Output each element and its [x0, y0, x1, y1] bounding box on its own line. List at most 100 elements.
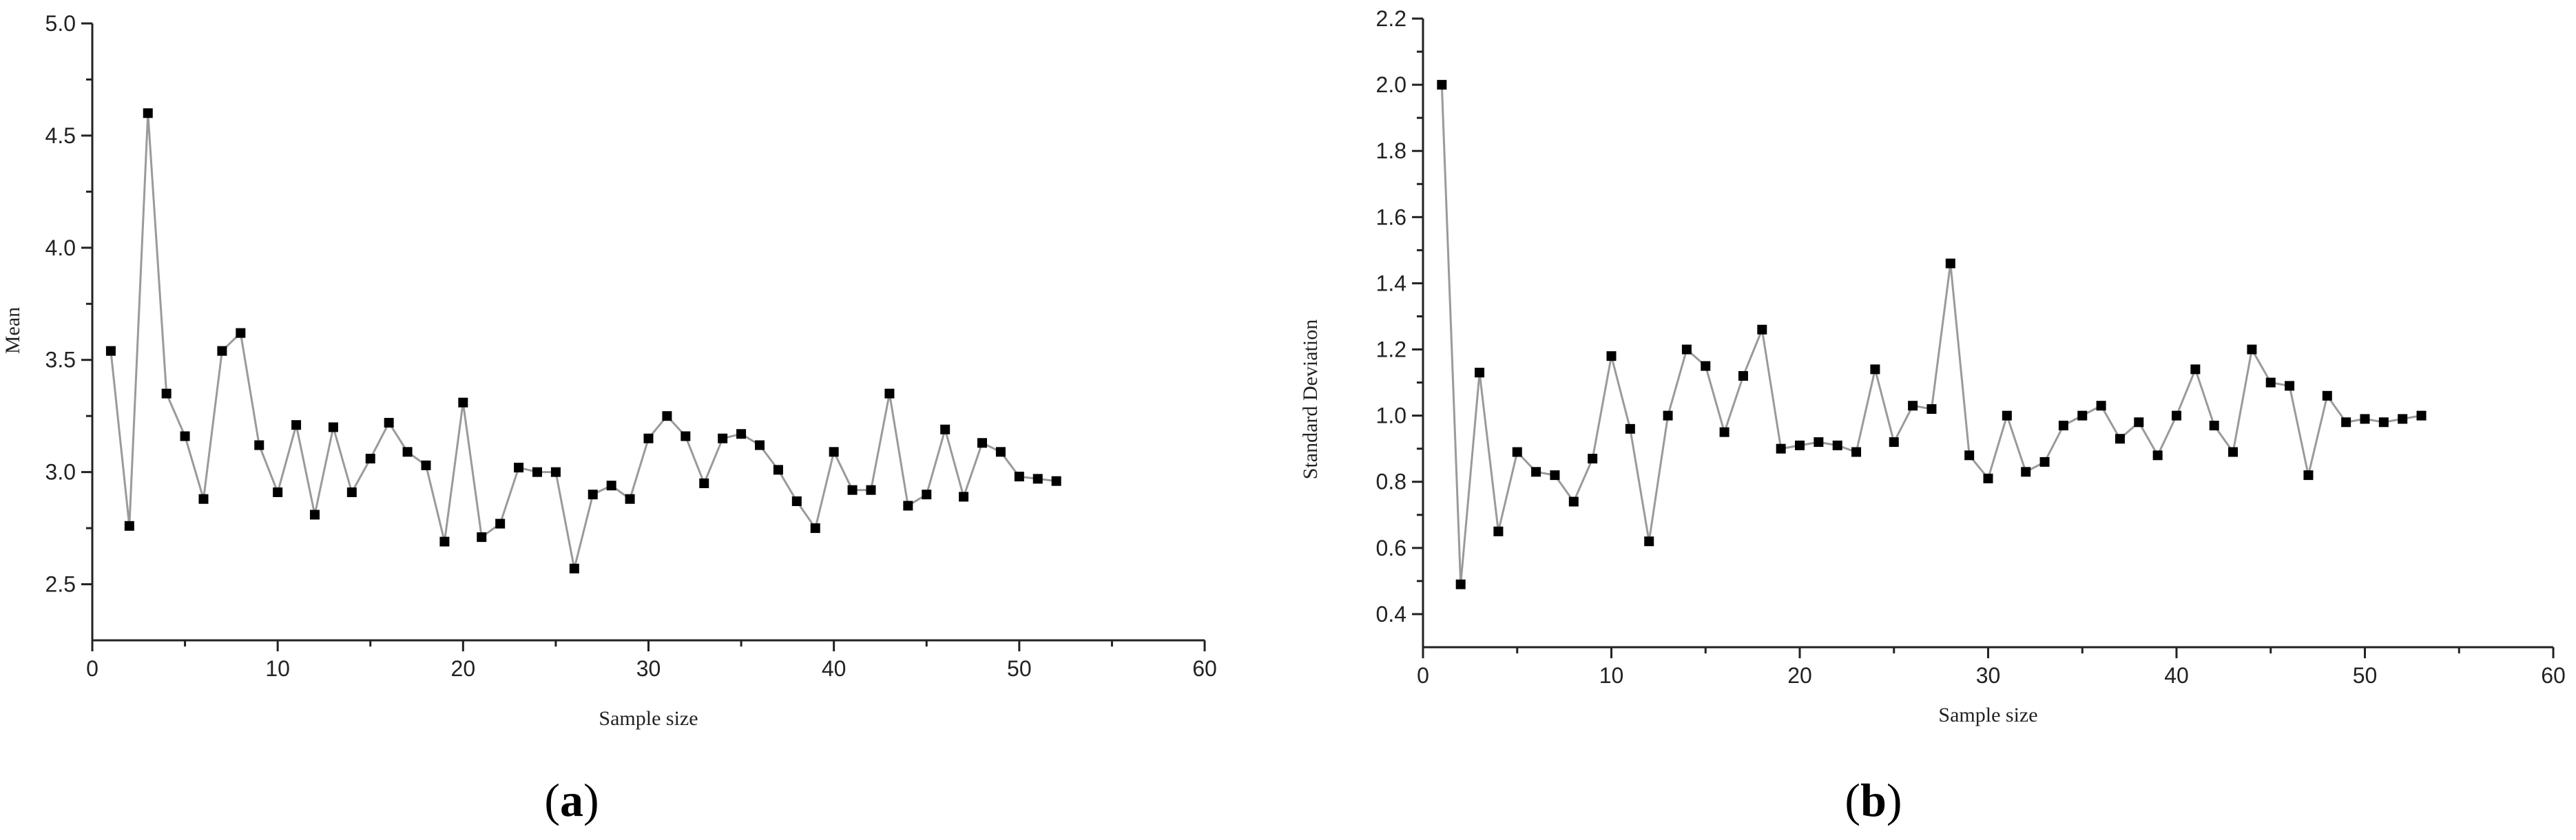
- panel-a-data-point: [922, 490, 932, 500]
- panel-a-y-axis-title: Mean: [1, 307, 24, 354]
- panel-a-data-point: [439, 536, 450, 547]
- panel-a-data-point: [1014, 472, 1024, 482]
- panel-b-data-point: [1738, 370, 1748, 381]
- panel-b-data-point: [2228, 447, 2239, 457]
- panel-b-series-line: [1440, 85, 2422, 585]
- panel-a-x-tick-label: 10: [265, 656, 290, 681]
- panel-b-chart: 0 10 20 30 40 50 60 0.4 0.6 0.8 1.0 1.2 1.4 1.6 1.8 2.0…: [1299, 6, 2566, 726]
- panel-b-data-point: [1644, 536, 1654, 547]
- panel-a-data-point: [1032, 474, 1043, 484]
- panel-b-data-point: [2077, 410, 2088, 421]
- panel-a-data-point: [847, 485, 858, 495]
- panel-a-data-point: [681, 431, 691, 441]
- panel-b-data-point: [1531, 467, 1541, 477]
- panel-a-data-point: [217, 346, 227, 356]
- panel-a-data-point: [662, 411, 672, 421]
- panel-b-data-point: [1983, 473, 1993, 483]
- panel-b-data-point: [1757, 324, 1767, 335]
- panel-a-data-point: [291, 420, 302, 430]
- panel-a-data-point: [514, 463, 524, 473]
- panel-a-data-point: [791, 496, 802, 506]
- panel-b-data-point: [1719, 427, 1730, 437]
- panel-a-data-point: [1051, 476, 1061, 486]
- panel-b-data-point: [2039, 456, 2050, 467]
- panel-a-data-point: [458, 397, 468, 408]
- panel-a-x-tick-label: 20: [451, 656, 476, 681]
- panel-b-y-tick-label: 2.2: [1376, 6, 1406, 31]
- panel-a-data-point: [198, 494, 209, 504]
- panel-a-x-tick-label: 60: [1192, 656, 1217, 681]
- panel-b-data-point: [2058, 421, 2068, 431]
- panel-b-data-point: [1870, 364, 1880, 375]
- panel-a-y-tick-label: 4.0: [45, 235, 76, 260]
- panel-a-data-point: [718, 433, 728, 443]
- panel-b-y-tick-label: 1.8: [1376, 138, 1406, 163]
- panel-b-y-axis-title: Standard Deviation: [1299, 319, 1322, 479]
- panel-a-data-point: [699, 478, 709, 488]
- panel-b-y-tick-label: 0.4: [1376, 602, 1406, 627]
- panel-b-data-point: [2115, 434, 2125, 444]
- panel-a-data-point: [365, 454, 375, 464]
- panel-a-data-point: [940, 424, 951, 434]
- panel-a-x-tick-label: 50: [1007, 656, 1032, 681]
- panel-b-x-tick-label: 0: [1417, 663, 1429, 688]
- panel-b-data-point: [1606, 351, 1617, 361]
- panel-a-data-point: [550, 467, 561, 477]
- panel-b-data-point: [1681, 344, 1692, 355]
- panel-a-data-point: [346, 487, 357, 497]
- panel-b-data-point: [1795, 440, 1805, 450]
- panel-a-data-point: [124, 521, 134, 531]
- panel-a-data-point: [310, 510, 320, 520]
- panel-a-data-point: [903, 501, 913, 511]
- panel-b-data-point: [1437, 80, 1447, 90]
- panel-b-x-tick-label: 10: [1599, 663, 1624, 688]
- panel-a-data-point: [866, 485, 876, 495]
- panel-a-series-line: [110, 113, 1057, 569]
- panel-b-data-point: [1550, 470, 1560, 481]
- panel-a-x-tick-label: 30: [636, 656, 661, 681]
- panel-b-data-point: [2152, 450, 2163, 461]
- panel-a-x-tick-label: 40: [822, 656, 846, 681]
- panel-a-data-point: [495, 518, 506, 529]
- panel-a-data-point: [736, 429, 747, 439]
- panel-b-data-point: [2096, 401, 2106, 411]
- panel-b-label: (b): [1845, 774, 1902, 826]
- panel-b-data-point: [1926, 404, 1937, 414]
- panel-a-data-point: [810, 523, 820, 534]
- panel-b-data-point: [2247, 344, 2257, 355]
- panel-a-data-point: [625, 494, 635, 504]
- panel-a-data-point: [254, 440, 264, 450]
- panel-a-chart: 0 10 20 30 40 50 60 2.5 3.0 3.5 4.0 4.5 5.0 Sample si…: [1, 11, 1217, 730]
- panel-a-data-point: [273, 487, 283, 497]
- panel-b-data-point: [1776, 443, 1786, 454]
- panel-b-y-tick-label: 1.2: [1376, 337, 1406, 362]
- panel-a-y-tick-label: 2.5: [45, 572, 76, 597]
- panel-a-data-point: [588, 490, 598, 500]
- panel-a-data-point: [421, 460, 431, 470]
- panel-a-data-point: [959, 492, 969, 502]
- panel-a-data-point: [477, 532, 487, 543]
- panel-b-x-tick-label: 40: [2164, 663, 2189, 688]
- panel-b-x-tick-label: 30: [1976, 663, 2001, 688]
- panel-b-data-point: [2285, 381, 2295, 391]
- panel-a-data-point: [384, 417, 394, 428]
- panel-b-data-point: [2341, 417, 2351, 428]
- panel-b-data-point: [1625, 423, 1635, 434]
- panel-b-data-point: [1475, 368, 1485, 378]
- panel-a-x-axis-title: Sample size: [599, 707, 698, 730]
- panel-a-data-point: [328, 422, 338, 432]
- panel-a-data-point: [829, 447, 839, 457]
- panel-b-y-tick-label: 2.0: [1376, 72, 1406, 97]
- panel-a-data-point: [643, 433, 654, 443]
- panel-b-data-point: [1945, 258, 1955, 269]
- panel-b-x-axis-title: Sample size: [1938, 704, 2037, 726]
- panel-b-data-point: [2002, 410, 2012, 421]
- panel-b-data-point: [1588, 454, 1598, 464]
- panel-b-x-tick-label: 50: [2353, 663, 2378, 688]
- panel-a-y-tick-label: 3.0: [45, 460, 76, 485]
- panel-b-data-point: [1889, 437, 1899, 448]
- panel-a-y-tick-label: 4.5: [45, 123, 76, 148]
- panel-a-data-point: [569, 563, 579, 574]
- panel-b-data-point: [1814, 437, 1824, 448]
